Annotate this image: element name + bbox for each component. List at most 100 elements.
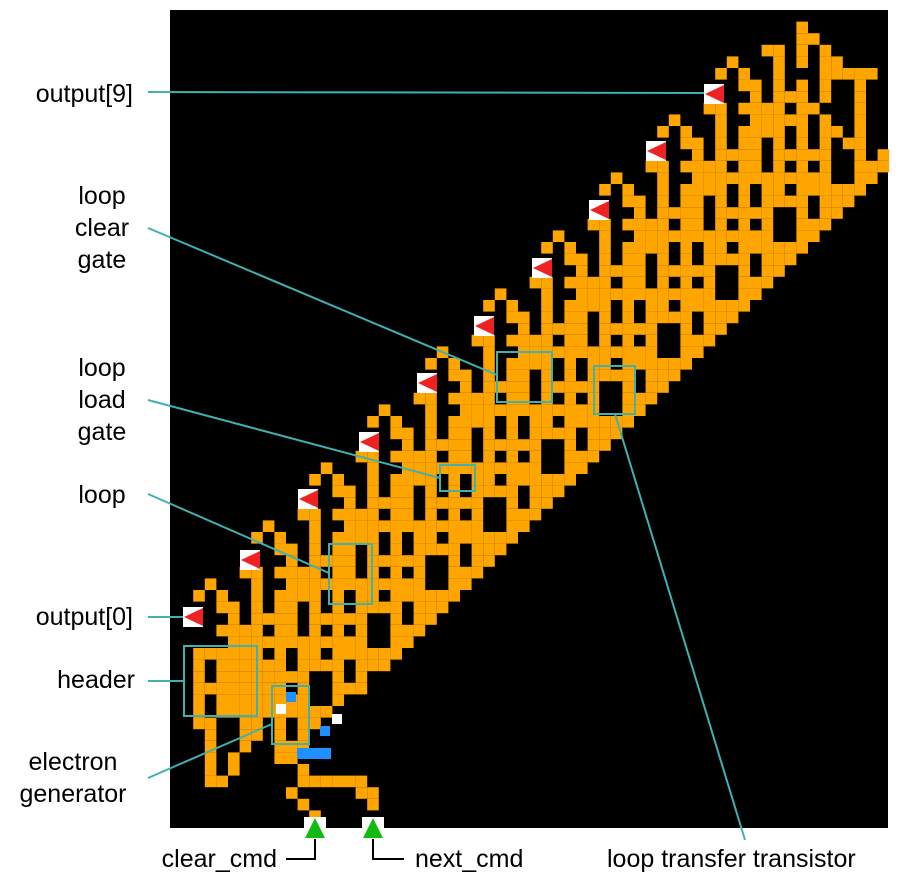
wire-cell bbox=[367, 485, 379, 498]
wire-cell bbox=[738, 288, 750, 300]
wire-cell bbox=[796, 137, 808, 150]
wire-cell bbox=[703, 253, 716, 266]
wire-cell bbox=[750, 172, 762, 184]
wire-cell bbox=[483, 346, 495, 358]
wire-cell bbox=[228, 752, 240, 764]
wire-cell bbox=[552, 404, 565, 416]
wire-cell bbox=[784, 195, 797, 208]
wire-cell bbox=[193, 590, 205, 602]
wire-cell bbox=[402, 485, 414, 498]
wire-cell bbox=[193, 648, 205, 660]
wire-cell bbox=[483, 543, 495, 556]
wire-cell bbox=[344, 648, 356, 660]
wire-cell bbox=[390, 543, 402, 556]
wire-cell bbox=[738, 276, 750, 289]
wire-cell bbox=[599, 427, 611, 440]
wire-cell bbox=[773, 160, 785, 173]
wire-cell bbox=[576, 462, 588, 474]
wire-cell bbox=[344, 613, 356, 625]
wire-cell bbox=[483, 532, 495, 544]
wire-cell bbox=[692, 184, 704, 196]
wire-cell bbox=[599, 358, 611, 370]
wire-cell bbox=[645, 218, 658, 231]
wire-cell bbox=[808, 33, 820, 45]
wire-cell bbox=[680, 323, 692, 335]
wire-cell bbox=[796, 102, 808, 115]
wire-cell bbox=[425, 532, 437, 544]
wire-cell bbox=[761, 184, 774, 196]
wire-cell bbox=[390, 613, 402, 625]
wire-cell bbox=[344, 532, 356, 544]
wire-cell bbox=[715, 253, 727, 266]
wire-cell bbox=[448, 416, 460, 428]
wire-cell bbox=[703, 276, 716, 289]
wire-cell bbox=[680, 160, 692, 173]
wire-cell bbox=[262, 682, 275, 695]
wire-cell bbox=[808, 102, 820, 115]
wire-cell bbox=[738, 184, 750, 196]
wire-cell bbox=[645, 358, 658, 370]
wire-cell bbox=[738, 207, 750, 219]
wire-cell bbox=[378, 404, 391, 416]
wire-cell bbox=[344, 566, 356, 579]
wire-cell bbox=[587, 450, 600, 463]
wire-cell bbox=[216, 671, 228, 683]
wire-cell bbox=[367, 798, 379, 811]
wire-cell bbox=[332, 485, 344, 498]
wire-cell bbox=[738, 230, 750, 242]
wire-cell bbox=[854, 160, 866, 173]
wire-cell bbox=[425, 485, 437, 498]
wire-cell bbox=[610, 323, 623, 335]
wire-cell bbox=[541, 416, 553, 428]
label-output-0: output[0] bbox=[35, 603, 133, 631]
wire-cell bbox=[483, 392, 495, 405]
wire-cell bbox=[738, 126, 750, 138]
wire-cell bbox=[471, 474, 484, 486]
wire-cell bbox=[518, 311, 530, 324]
wire-cell bbox=[506, 300, 518, 312]
wire-cell bbox=[657, 276, 669, 289]
wire-cell bbox=[750, 242, 762, 254]
wire-cell bbox=[216, 775, 228, 788]
wire-cell bbox=[320, 659, 333, 672]
wire-cell bbox=[460, 416, 472, 428]
wire-cell bbox=[332, 694, 344, 706]
wire-cell bbox=[552, 381, 565, 393]
wire-cell bbox=[274, 694, 286, 706]
wire-cell bbox=[576, 346, 588, 358]
wire-cell bbox=[726, 56, 739, 68]
wire-cell bbox=[750, 149, 762, 161]
wire-cell bbox=[413, 624, 426, 637]
wire-cell bbox=[610, 288, 623, 300]
wire-cell bbox=[448, 590, 460, 602]
wire-cell bbox=[657, 242, 669, 254]
wire-cell bbox=[286, 671, 298, 683]
wire-cell bbox=[796, 149, 808, 161]
label-clear-cmd: clear_cmd bbox=[161, 845, 277, 873]
wire-cell bbox=[576, 381, 588, 393]
wire-cell bbox=[413, 590, 426, 602]
wire-cell bbox=[297, 578, 310, 590]
wire-cell bbox=[622, 253, 634, 266]
wire-cell bbox=[657, 300, 669, 312]
wire-cell bbox=[610, 172, 623, 184]
wire-cell bbox=[657, 381, 669, 393]
wire-cell bbox=[436, 497, 449, 509]
wire-cell bbox=[726, 149, 739, 161]
wire-cell bbox=[529, 485, 542, 498]
wire-cell bbox=[471, 543, 484, 556]
wire-cell bbox=[761, 207, 774, 219]
wire-cell bbox=[738, 102, 750, 115]
wire-cell bbox=[773, 195, 785, 208]
wire-cell bbox=[576, 276, 588, 289]
wire-cell bbox=[309, 532, 321, 544]
wire-cell bbox=[610, 346, 623, 358]
wire-cell bbox=[483, 462, 495, 474]
wire-cell bbox=[796, 207, 808, 219]
wire-cell bbox=[483, 381, 495, 393]
wire-cell bbox=[228, 624, 240, 637]
wire-cell bbox=[622, 242, 634, 254]
wire-cell bbox=[448, 462, 460, 474]
wire-cell bbox=[819, 137, 832, 150]
wire-cell bbox=[506, 311, 518, 324]
